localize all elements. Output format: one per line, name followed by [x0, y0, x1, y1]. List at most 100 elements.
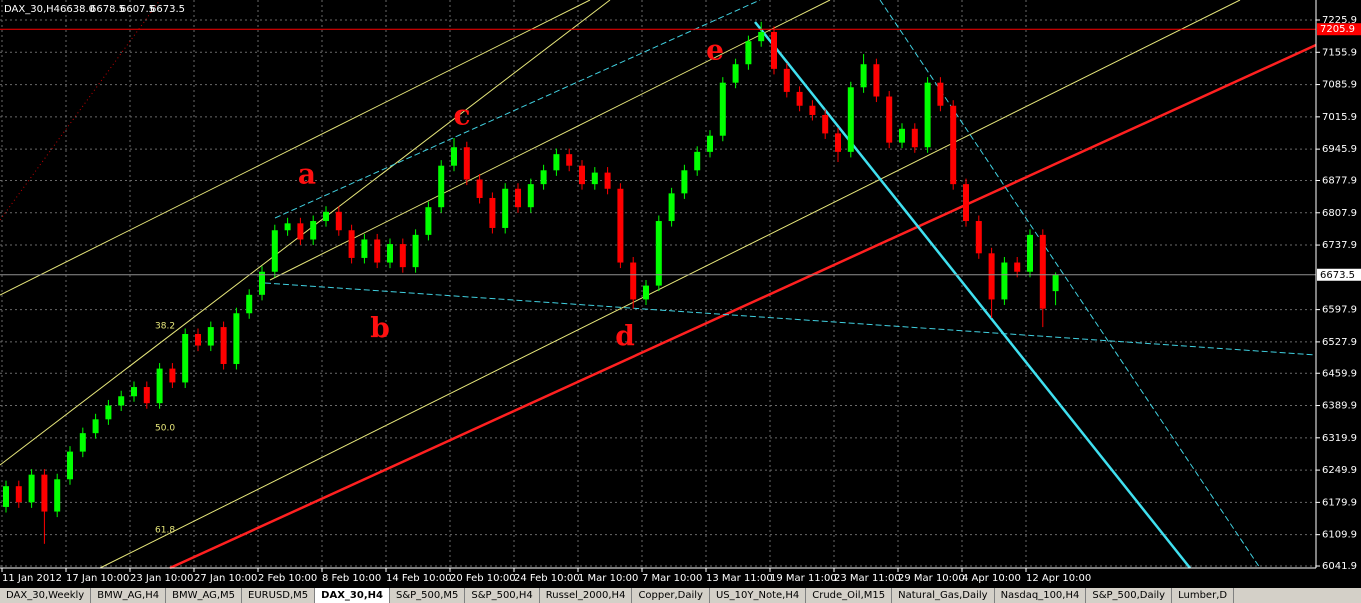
candle-body: [438, 165, 445, 208]
chart-tab[interactable]: BMW_AG,M5: [166, 588, 243, 603]
chart-tab[interactable]: S&P_500,M5: [390, 588, 466, 603]
candle-body: [310, 221, 317, 240]
chart-tab[interactable]: Natural_Gas,Daily: [892, 588, 995, 603]
candle-body: [220, 327, 227, 364]
y-tick-label: 6737.9: [1322, 240, 1357, 251]
chart-background: [0, 0, 1361, 588]
candle-body: [182, 334, 189, 383]
y-tick-label: 6597.9: [1322, 305, 1357, 316]
candle-body: [515, 188, 521, 208]
wave-label: e: [706, 34, 724, 67]
chart-tab[interactable]: BMW_AG,H4: [91, 588, 167, 603]
candle-body: [1014, 262, 1021, 272]
candle-body: [246, 294, 253, 314]
candle-body: [758, 31, 765, 42]
y-tick-label: 6807.9: [1322, 208, 1357, 219]
y-tick-label: 7015.9: [1322, 112, 1357, 123]
candle-body: [809, 105, 816, 115]
x-tick-label: 7 Mar 10:00: [642, 573, 702, 584]
candle-body: [1027, 234, 1033, 272]
candle-body: [3, 486, 9, 507]
trend-line: [274, 0, 761, 219]
candle-body: [1039, 234, 1046, 309]
candle-body: [451, 147, 457, 166]
candle-body: [361, 239, 368, 258]
fib-label: 61.8: [155, 526, 175, 536]
wave-label: d: [615, 320, 635, 353]
chart-tab[interactable]: Copper,Daily: [632, 588, 710, 603]
wave-label: c: [453, 99, 470, 132]
chart-tab[interactable]: S&P_500,Daily: [1086, 588, 1173, 603]
candle-body: [847, 87, 854, 152]
chart-tab[interactable]: Nasdaq_100,H4: [995, 588, 1087, 603]
candle-body: [271, 230, 278, 272]
candle-body: [924, 82, 931, 148]
candle-body: [681, 170, 688, 194]
trend-line: [754, 21, 1191, 569]
candle-body: [975, 221, 982, 254]
y-tick-label: 6249.9: [1322, 465, 1357, 476]
candle-body: [54, 479, 61, 512]
bid-label: 6673.5: [1320, 270, 1355, 281]
y-tick-label: 7225.9: [1322, 15, 1357, 26]
candle-body: [15, 486, 22, 503]
candle-body: [335, 211, 342, 231]
chart-tab[interactable]: US_10Y_Note,H4: [710, 588, 807, 603]
x-tick-label: 13 Mar 11:00: [706, 573, 773, 584]
candle-body: [937, 82, 944, 106]
candle-body: [348, 230, 355, 258]
chart-tab[interactable]: EURUSD,M5: [242, 588, 316, 603]
candle-body: [860, 64, 867, 88]
candle-body: [105, 405, 112, 420]
y-tick-label: 6527.9: [1322, 337, 1357, 348]
x-tick-label: 24 Feb 10:00: [514, 573, 580, 584]
candle-body: [41, 474, 48, 512]
trend-line: [169, 43, 1317, 570]
candle-body: [79, 433, 86, 452]
y-tick-label: 6389.9: [1322, 401, 1357, 412]
y-tick-label: 6179.9: [1322, 497, 1357, 508]
y-tick-label: 6041.9: [1322, 561, 1357, 572]
x-tick-label: 8 Feb 10:00: [322, 573, 381, 584]
candle-body: [156, 368, 163, 404]
candle-body: [668, 193, 675, 222]
x-tick-label: 29 Mar 10:00: [898, 573, 965, 584]
chart-tab[interactable]: Lumber,D: [1172, 588, 1235, 603]
candle-body: [579, 165, 585, 185]
chart-tab[interactable]: S&P_500,H4: [465, 588, 540, 603]
y-tick-label: 6459.9: [1322, 368, 1357, 379]
candle-body: [822, 114, 829, 134]
price-line-box: [1317, 23, 1361, 36]
candle-body: [604, 172, 611, 189]
candle-body: [425, 207, 432, 235]
candle-body: [92, 419, 99, 434]
chart-tab[interactable]: DAX_30,H4: [315, 588, 390, 603]
x-tick-label: 2 Feb 10:00: [258, 573, 317, 584]
bid-box: [1317, 268, 1361, 281]
candle-body: [527, 184, 534, 208]
chart-tabs: DAX_30,Weekly BMW_AG,H4 BMW_AG,M5 EURUSD,M5…: [0, 588, 1361, 603]
candle-body: [566, 154, 573, 166]
candle-body: [259, 271, 265, 295]
candle-body: [1001, 262, 1008, 300]
candle-body: [886, 96, 893, 143]
chart-title: DAX_30,H4: [4, 4, 60, 15]
chart-tab[interactable]: Crude_Oil,M15: [806, 588, 893, 603]
candle-body: [553, 154, 560, 171]
x-tick-label: 23 Mar 11:00: [834, 573, 901, 584]
channel-line: [269, 0, 831, 281]
chart: a b c d e 38.2 50.0 61.8 DAX_30,H4 6638.0 6678.…: [0, 0, 1361, 588]
x-tick-label: 20 Feb 10:00: [450, 573, 516, 584]
chart-tab[interactable]: Russel_2000,H4: [540, 588, 633, 603]
candle-body: [655, 221, 662, 286]
x-tick-label: 19 Mar 11:00: [770, 573, 837, 584]
candle-body: [195, 334, 201, 346]
candle-body: [707, 135, 713, 152]
x-tick-label: 27 Jan 10:00: [194, 573, 257, 584]
chart-tab[interactable]: DAX_30,Weekly: [0, 588, 92, 603]
candle-body: [771, 31, 777, 69]
candle-body: [835, 133, 841, 152]
candle-body: [476, 179, 483, 198]
ohlc-open: 6638.0: [60, 4, 95, 15]
